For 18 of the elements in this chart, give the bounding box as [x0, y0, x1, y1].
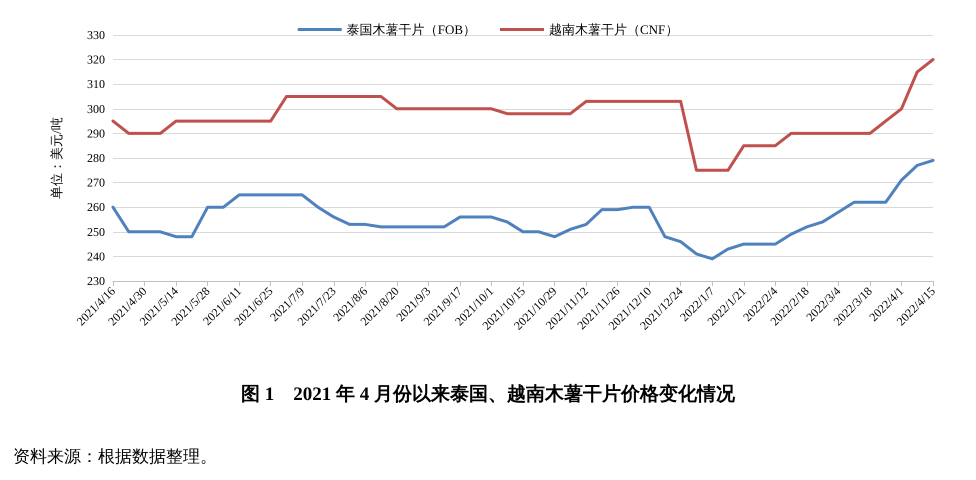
legend-label: 越南木薯干片（CNF）	[549, 22, 678, 37]
y-tick-label: 310	[87, 77, 105, 92]
y-tick-label: 320	[87, 52, 105, 67]
y-tick-label: 290	[87, 126, 105, 140]
legend-label: 泰国木薯干片（FOB）	[346, 22, 476, 37]
line-series	[112, 58, 934, 172]
y-tick-label: 230	[87, 274, 105, 288]
y-tick-label: 330	[87, 28, 105, 42]
y-tick-label: 300	[87, 102, 105, 116]
text: 图 1 2021 年 4 月份以来泰国、越南木薯干片价格变化情况	[241, 383, 736, 405]
line-series	[112, 158, 934, 260]
y-tick-label: 270	[87, 176, 105, 190]
y-axis-title: 单位：美元/吨	[49, 117, 64, 199]
y-tick-label: 280	[87, 151, 105, 165]
y-tick-label: 250	[87, 224, 105, 239]
text: 资料来源：根据数据整理。	[13, 447, 217, 466]
y-tick-label: 240	[87, 249, 105, 264]
y-tick-label: 260	[87, 200, 105, 214]
